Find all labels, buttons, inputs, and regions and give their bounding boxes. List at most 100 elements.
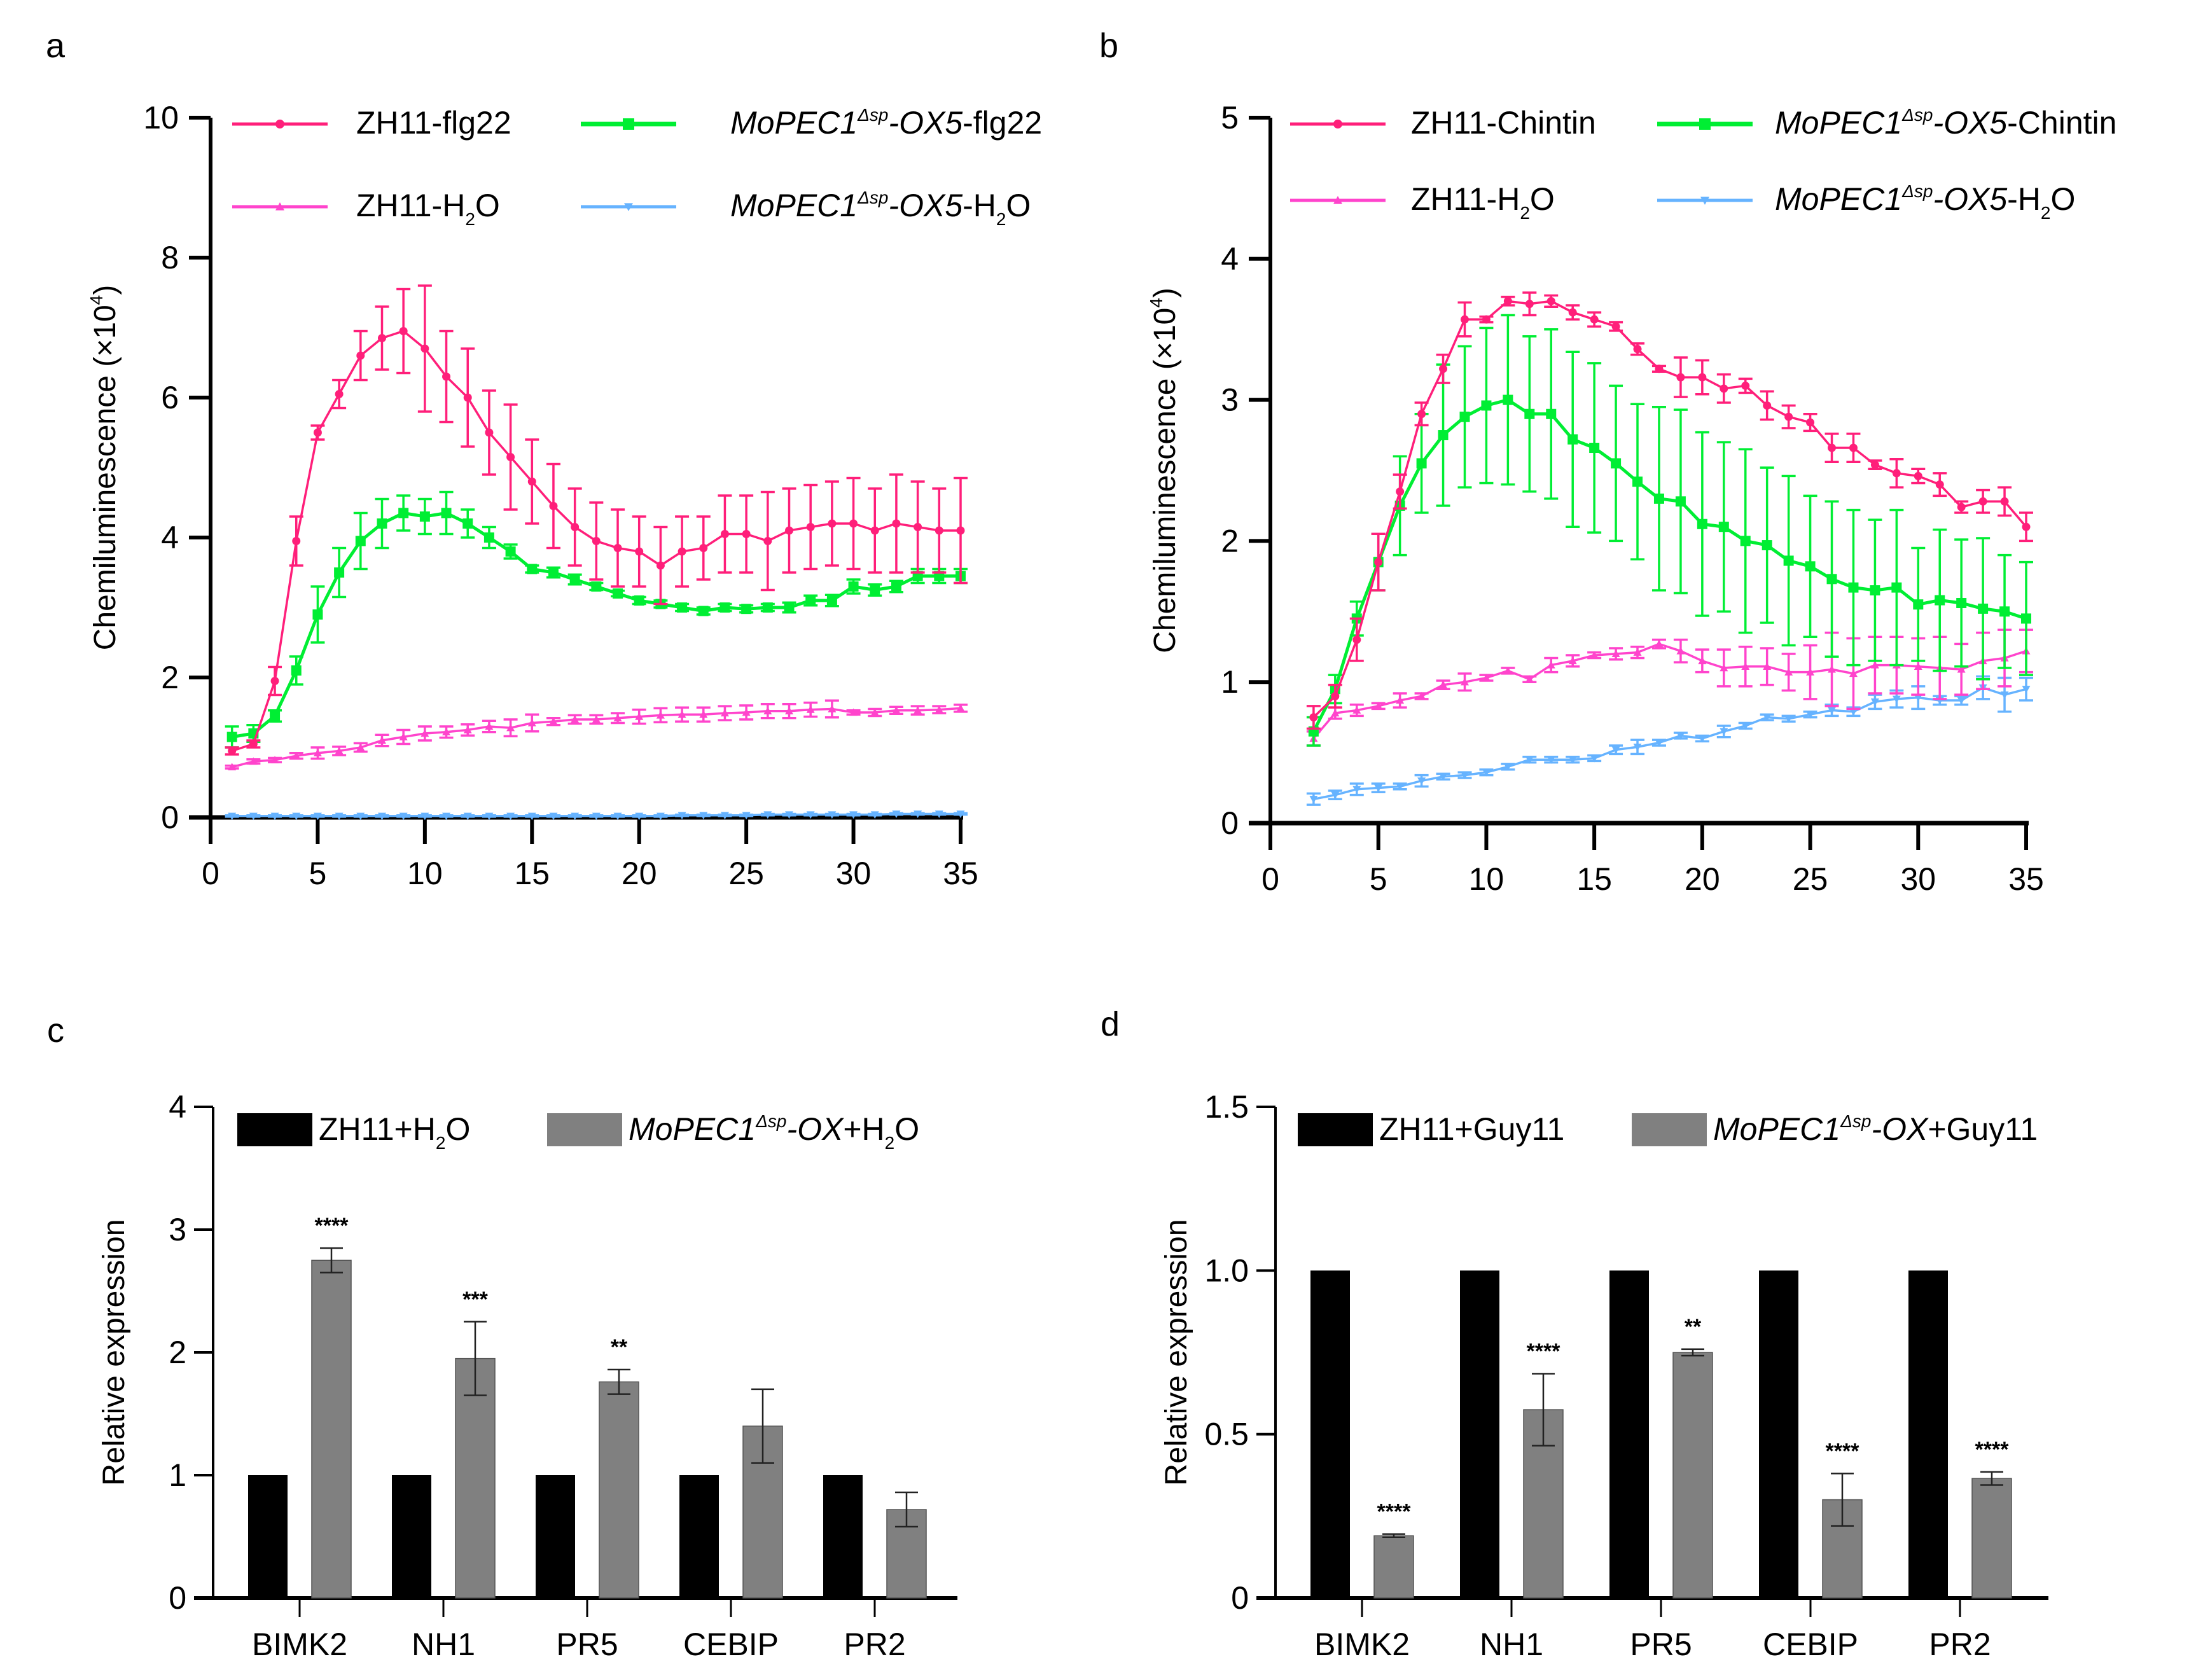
data-point xyxy=(420,812,429,821)
data-point xyxy=(1525,300,1534,309)
series-mopec1-sp-ox5-chintin xyxy=(1306,314,2033,747)
data-point xyxy=(613,544,622,552)
x-tick-label: PR2 xyxy=(1929,1627,1991,1662)
legend-label: ZH11+H2O xyxy=(319,1111,470,1153)
data-point xyxy=(1417,777,1426,785)
y-axis-title: Chemiluminescence (×104) xyxy=(87,285,122,651)
data-point xyxy=(892,519,901,528)
bar xyxy=(1609,1270,1649,1598)
legend-label-line: -OX5 xyxy=(888,188,963,223)
data-point xyxy=(785,526,794,535)
data-point xyxy=(870,526,879,535)
legend-item: ZH11+H2O xyxy=(237,1111,470,1153)
data-point xyxy=(548,567,559,578)
data-point xyxy=(635,812,644,821)
legend-label-line: -OX5 xyxy=(1933,181,2007,217)
legend-label-gene: MoPEC1 xyxy=(730,105,858,141)
data-point xyxy=(335,390,344,398)
category-group: **** BIMK2 xyxy=(1310,1270,1414,1662)
data-point xyxy=(1611,649,1620,658)
data-point xyxy=(956,526,965,535)
data-point xyxy=(1914,662,1922,670)
data-point xyxy=(462,518,473,529)
legend-label-line: -OX xyxy=(1871,1111,1929,1147)
legend-label-gene: MoPEC1 xyxy=(629,1111,756,1147)
data-point xyxy=(1482,768,1491,777)
y-axis-title: Relative expression xyxy=(97,1219,131,1486)
legend-item: ZH11-H2O xyxy=(1290,181,1555,223)
data-point xyxy=(1676,732,1685,740)
x-tick-label: 0 xyxy=(202,856,219,891)
significance-label: **** xyxy=(1826,1439,1860,1463)
legend-marker xyxy=(1333,196,1342,204)
legend-label-line: -OX5 xyxy=(1933,105,2007,141)
data-point xyxy=(1655,639,1664,648)
x-tick-label: CEBIP xyxy=(1763,1627,1858,1662)
data-point xyxy=(2022,686,2031,693)
bar xyxy=(1672,1352,1713,1599)
series-mopec1-sp-ox5-h2o xyxy=(1306,675,2033,806)
data-point xyxy=(2000,497,2009,506)
data-point xyxy=(1913,599,1924,610)
data-point xyxy=(571,523,580,531)
data-point xyxy=(1417,691,1426,700)
legend-label-subscript: 2 xyxy=(996,209,1006,229)
data-point xyxy=(1655,739,1664,747)
bar xyxy=(679,1475,719,1598)
bar xyxy=(599,1381,639,1599)
legend-label-subscript: 2 xyxy=(465,209,475,229)
series-line xyxy=(1313,686,2027,801)
data-point xyxy=(1439,773,1448,781)
data-point xyxy=(1352,786,1361,794)
data-point xyxy=(1503,763,1512,771)
data-point xyxy=(1806,418,1815,427)
y-axis-title: Chemiluminescence (×104) xyxy=(1146,288,1182,653)
data-point xyxy=(1331,709,1340,717)
legend-label-superscript: Δsp xyxy=(857,105,888,125)
legend-marker xyxy=(624,203,633,211)
series-line xyxy=(1312,642,2027,740)
significance-label: **** xyxy=(1377,1500,1412,1524)
data-point xyxy=(892,810,901,818)
data-point xyxy=(1417,410,1426,419)
data-point xyxy=(592,715,601,723)
legend-label: ZH11+Guy11 xyxy=(1379,1111,1564,1147)
category-group: **** PR2 xyxy=(1908,1270,2012,1662)
x-tick-label: BIMK2 xyxy=(252,1627,347,1662)
y-tick-label: 4 xyxy=(169,1089,186,1125)
data-point xyxy=(313,428,322,437)
legend-label-superscript: Δsp xyxy=(857,188,888,207)
data-point xyxy=(399,733,408,740)
data-point xyxy=(785,707,794,714)
data-point xyxy=(399,812,408,821)
category-group: **** CEBIP xyxy=(1759,1270,1863,1662)
legend-marker xyxy=(275,202,284,211)
data-point xyxy=(1655,364,1664,373)
y-tick-label: 1 xyxy=(169,1457,186,1493)
data-point xyxy=(1784,668,1793,676)
data-point xyxy=(935,705,943,713)
data-point xyxy=(377,812,386,821)
data-point xyxy=(505,546,516,557)
data-point xyxy=(763,811,772,819)
bar xyxy=(536,1475,575,1598)
data-point xyxy=(1741,662,1750,670)
chart-panel-a: 0 2 4 6 8 10 0 5 10 15 20 25 30 35 Chemiluminescence (… xyxy=(87,100,1042,891)
legend-label-part: -H xyxy=(963,188,996,223)
data-point xyxy=(806,811,815,819)
series-zh11-h2o xyxy=(1306,628,2033,747)
legend-label-gene: MoPEC1 xyxy=(730,188,858,223)
x-tick-label: NH1 xyxy=(1480,1627,1543,1662)
data-point xyxy=(1460,772,1469,780)
data-point xyxy=(1828,665,1837,673)
data-point xyxy=(935,526,943,535)
data-point xyxy=(785,811,794,819)
data-point xyxy=(678,547,686,556)
data-point xyxy=(678,812,686,820)
y-tick-label: 5 xyxy=(1221,100,1239,135)
legend-label-part: O xyxy=(1530,181,1555,217)
data-point xyxy=(1352,635,1361,644)
y-tick-label: 3 xyxy=(1221,382,1239,418)
data-point xyxy=(1611,322,1620,331)
y-tick-label: 4 xyxy=(161,520,179,555)
